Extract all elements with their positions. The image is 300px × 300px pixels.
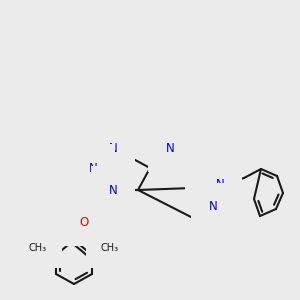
Text: N: N: [202, 160, 211, 173]
Text: O: O: [80, 215, 88, 229]
Text: CH₃: CH₃: [101, 243, 119, 253]
Text: N: N: [216, 178, 224, 191]
Text: N: N: [109, 184, 117, 196]
Text: N: N: [109, 142, 117, 154]
Text: CH₃: CH₃: [29, 243, 47, 253]
Text: N: N: [166, 142, 174, 154]
Text: N: N: [208, 200, 217, 214]
Text: N: N: [88, 161, 98, 175]
